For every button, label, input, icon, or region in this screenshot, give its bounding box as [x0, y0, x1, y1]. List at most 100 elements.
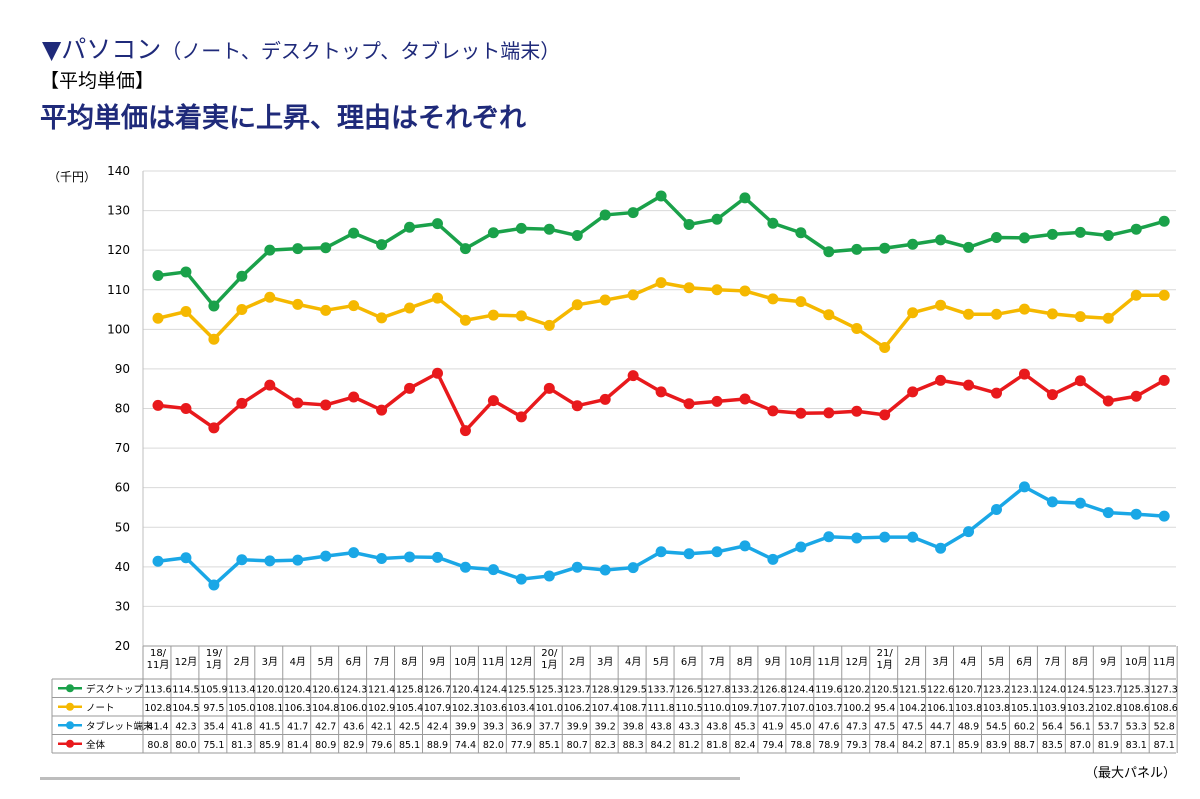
- table-value: 120.0: [256, 684, 283, 695]
- data-point: [935, 542, 947, 554]
- table-value: 114.5: [172, 684, 199, 695]
- data-point: [627, 207, 639, 219]
- table-value: 39.9: [455, 721, 476, 732]
- data-point: [264, 379, 276, 391]
- data-point: [236, 554, 248, 566]
- table-value: 110.0: [703, 703, 730, 714]
- table-value: 113.4: [228, 684, 255, 695]
- data-point: [487, 227, 499, 239]
- x-tick-label: 9月: [1100, 656, 1116, 668]
- data-point: [543, 570, 555, 582]
- table-value: 35.4: [203, 721, 224, 732]
- data-point: [767, 293, 779, 305]
- data-point: [879, 242, 891, 254]
- table-value: 41.5: [259, 721, 280, 732]
- table-value: 110.5: [675, 703, 702, 714]
- table-value: 53.3: [1126, 721, 1147, 732]
- table-value: 100.2: [843, 703, 870, 714]
- data-point: [599, 564, 611, 576]
- data-point: [1074, 226, 1086, 238]
- table-value: 121.5: [899, 684, 926, 695]
- table-value: 80.7: [567, 740, 588, 751]
- table-value: 43.3: [678, 721, 699, 732]
- table-value: 41.8: [231, 721, 252, 732]
- data-point: [935, 374, 947, 386]
- table-value: 81.4: [287, 740, 308, 751]
- data-point: [1074, 497, 1086, 509]
- legend-label: タブレット端末: [86, 720, 153, 732]
- data-point: [1046, 228, 1058, 240]
- data-point: [767, 405, 779, 417]
- table-value: 78.4: [874, 740, 895, 751]
- data-point: [459, 425, 471, 437]
- section-label: 【平均単価】: [40, 70, 155, 92]
- table-value: 41.9: [762, 721, 783, 732]
- x-tick-label: 2月: [569, 656, 585, 668]
- data-point: [152, 270, 164, 281]
- data-point: [963, 241, 975, 253]
- table-value: 105.0: [228, 703, 255, 714]
- data-point: [795, 407, 807, 419]
- data-point: [376, 553, 388, 565]
- data-point: [292, 397, 304, 409]
- data-point: [1018, 303, 1030, 315]
- table-value: 102.3: [452, 703, 479, 714]
- table-value: 126.7: [424, 684, 451, 695]
- data-point: [515, 573, 527, 585]
- legend-label: 全体: [86, 739, 106, 751]
- data-point: [683, 218, 695, 230]
- table-value: 103.8: [983, 703, 1010, 714]
- data-point: [1074, 375, 1086, 387]
- table-value: 125.5: [508, 684, 535, 695]
- table-value: 39.9: [567, 721, 588, 732]
- table-value: 105.9: [200, 684, 227, 695]
- table-value: 83.9: [986, 740, 1007, 751]
- table-value: 87.0: [1070, 740, 1091, 751]
- legend-label: デスクトップ: [86, 683, 144, 695]
- table-value: 124.4: [787, 684, 814, 695]
- table-value: 41.7: [287, 721, 308, 732]
- table-value: 75.1: [203, 740, 224, 751]
- table-value: 42.3: [175, 721, 196, 732]
- data-point: [935, 299, 947, 311]
- data-point: [543, 319, 555, 331]
- table-value: 88.9: [427, 740, 448, 751]
- table-value: 39.3: [483, 721, 504, 732]
- x-tick-label: 9月: [765, 656, 781, 668]
- data-point: [879, 531, 891, 543]
- data-point: [739, 285, 751, 297]
- table-value: 80.0: [175, 740, 196, 751]
- table-value: 85.9: [958, 740, 979, 751]
- x-tick-label: 7月: [373, 656, 389, 668]
- data-point: [180, 552, 192, 564]
- table-value: 41.4: [147, 721, 168, 732]
- table-value: 79.4: [762, 740, 783, 751]
- data-point: [320, 242, 332, 254]
- data-point: [655, 386, 667, 398]
- x-tick-label: 1月: [877, 659, 893, 671]
- series-tablet: [152, 481, 1170, 591]
- x-tick-label: 5月: [988, 656, 1004, 668]
- table-value: 103.2: [1067, 703, 1094, 714]
- data-point: [152, 399, 164, 411]
- table-value: 108.6: [1123, 703, 1150, 714]
- data-point: [599, 209, 611, 221]
- table-value: 102.9: [368, 703, 395, 714]
- data-point: [543, 382, 555, 394]
- data-point: [879, 409, 891, 421]
- x-tick-label: 1月: [541, 659, 557, 671]
- data-point: [1130, 289, 1142, 301]
- data-point: [1158, 374, 1170, 386]
- x-tick-label: 8月: [737, 656, 753, 668]
- table-value: 123.1: [1011, 684, 1038, 695]
- x-tick-label: 3月: [597, 656, 613, 668]
- data-point: [571, 230, 583, 242]
- data-point: [823, 407, 835, 419]
- table-value: 81.8: [706, 740, 727, 751]
- table-value: 124.0: [1039, 684, 1066, 695]
- table-value: 107.0: [787, 703, 814, 714]
- series-desktop: [152, 190, 1170, 312]
- x-tick-label: 11月: [482, 656, 505, 668]
- data-point: [432, 292, 443, 304]
- data-point: [487, 564, 499, 576]
